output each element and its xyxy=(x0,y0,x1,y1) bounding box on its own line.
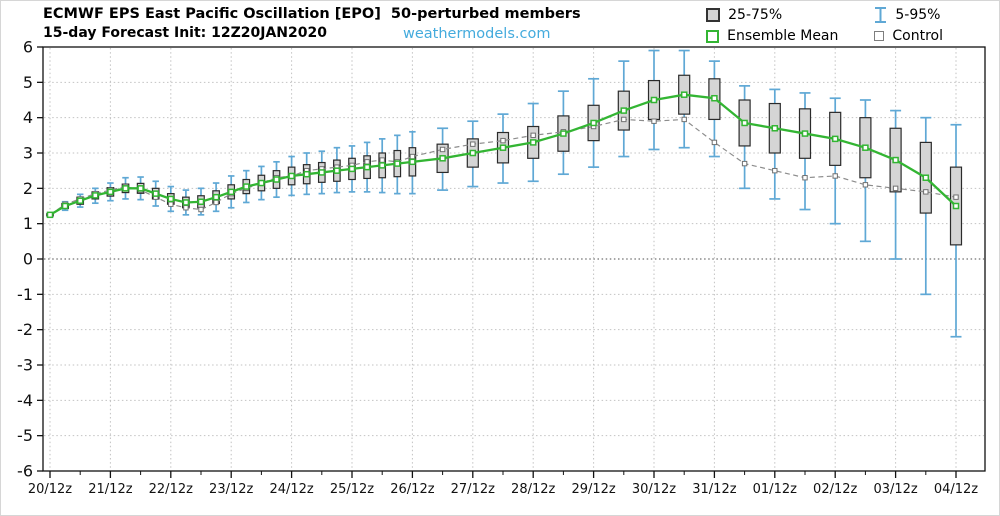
chart-title: ECMWF EPS East Pacific Oscillation [EPO]… xyxy=(43,6,581,22)
control-swatch-icon xyxy=(874,31,885,41)
svg-text:-6: -6 xyxy=(17,462,33,481)
svg-text:27/12z: 27/12z xyxy=(451,482,495,497)
svg-text:04/12z: 04/12z xyxy=(934,482,978,497)
svg-text:0: 0 xyxy=(23,250,33,269)
svg-text:01/12z: 01/12z xyxy=(753,482,797,497)
svg-text:22/12z: 22/12z xyxy=(149,482,193,497)
svg-text:20/12z: 20/12z xyxy=(28,482,72,497)
svg-text:5: 5 xyxy=(23,73,33,92)
svg-text:29/12z: 29/12z xyxy=(571,482,615,497)
whisker-swatch-icon xyxy=(875,7,887,23)
svg-text:-4: -4 xyxy=(17,391,33,410)
svg-text:24/12z: 24/12z xyxy=(269,482,313,497)
svg-text:-2: -2 xyxy=(17,320,33,339)
svg-text:6: 6 xyxy=(23,38,33,57)
svg-text:28/12z: 28/12z xyxy=(511,482,555,497)
svg-text:02/12z: 02/12z xyxy=(813,482,857,497)
legend-label-control: Control xyxy=(892,28,943,44)
legend-item-control: Control xyxy=(874,28,943,44)
legend: 25-75% 5-95% Ensemble Mean Control xyxy=(706,6,943,44)
svg-text:3: 3 xyxy=(23,144,33,163)
legend-label-iqr: 25-75% xyxy=(728,7,783,23)
svg-text:2: 2 xyxy=(23,179,33,198)
watermark-link[interactable]: weathermodels.com xyxy=(403,26,551,42)
ensemble-mean-swatch-icon xyxy=(706,29,720,43)
svg-text:4: 4 xyxy=(23,108,33,127)
svg-text:26/12z: 26/12z xyxy=(390,482,434,497)
svg-text:25/12z: 25/12z xyxy=(330,482,374,497)
svg-text:30/12z: 30/12z xyxy=(632,482,676,497)
svg-text:-1: -1 xyxy=(17,285,33,304)
svg-text:1: 1 xyxy=(23,214,33,233)
legend-item-mean: Ensemble Mean xyxy=(706,28,838,44)
svg-text:-5: -5 xyxy=(17,426,33,445)
svg-text:21/12z: 21/12z xyxy=(88,482,132,497)
svg-text:-3: -3 xyxy=(17,356,33,375)
legend-item-iqr: 25-75% xyxy=(706,6,838,24)
svg-text:03/12z: 03/12z xyxy=(873,482,917,497)
iqr-box-swatch-icon xyxy=(706,8,721,22)
svg-text:23/12z: 23/12z xyxy=(209,482,253,497)
chart-subtitle: 15-day Forecast Init: 12Z20JAN2020 xyxy=(43,25,327,41)
legend-label-mean: Ensemble Mean xyxy=(727,28,839,44)
legend-label-whisker: 5-95% xyxy=(895,7,941,23)
svg-text:31/12z: 31/12z xyxy=(692,482,736,497)
legend-item-whisker: 5-95% xyxy=(874,6,943,24)
